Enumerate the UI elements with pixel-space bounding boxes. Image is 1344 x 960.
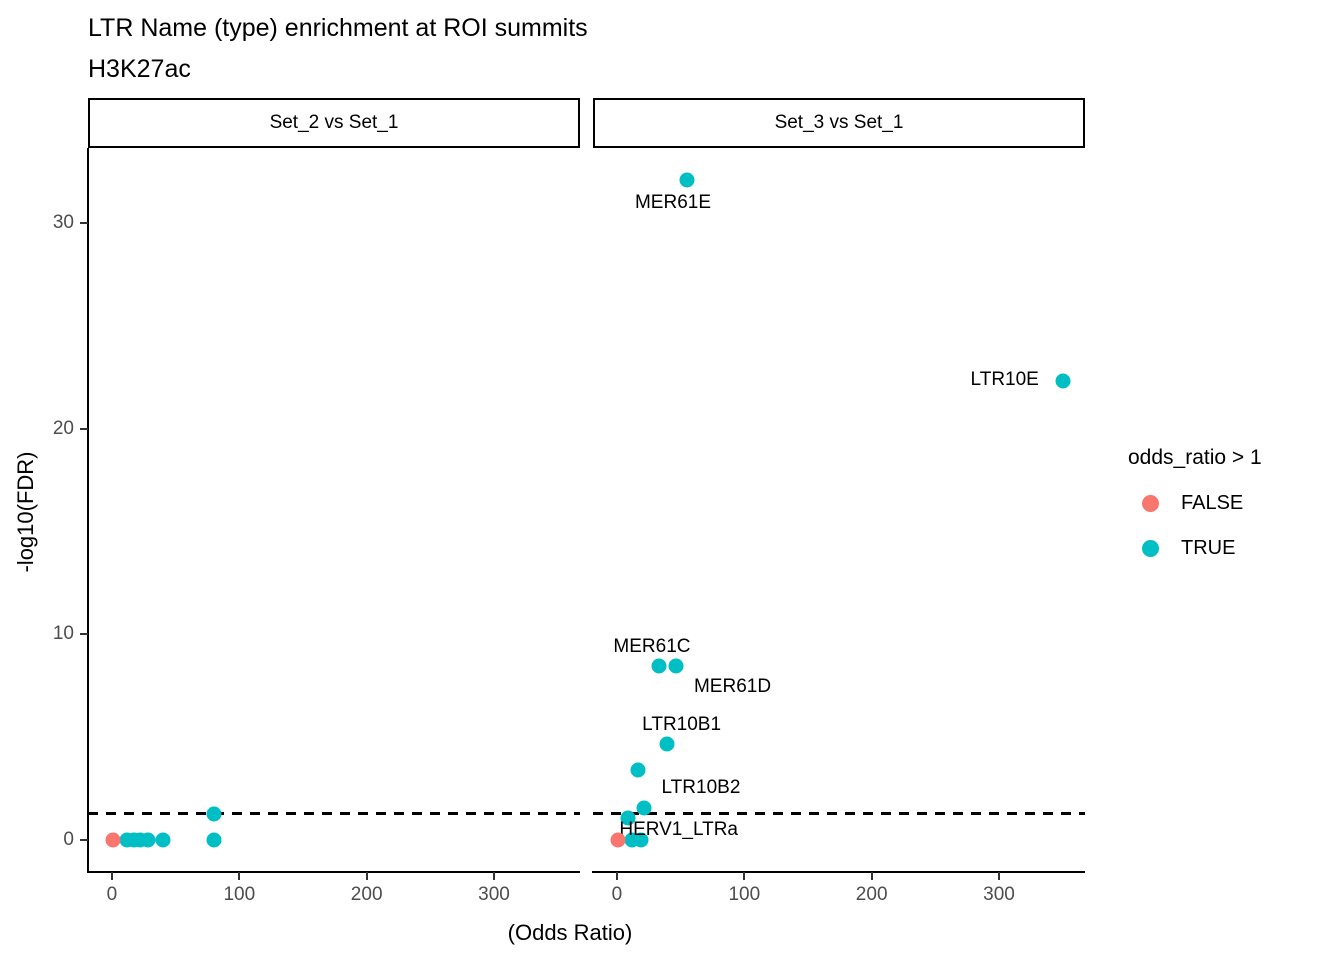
data-point — [679, 172, 695, 188]
x-tick — [998, 872, 1001, 880]
y-tick-label: 30 — [52, 212, 74, 234]
data-point — [633, 832, 649, 848]
data-point — [140, 832, 156, 848]
x-tick-label: 100 — [223, 884, 256, 905]
x-tick-label: 0 — [611, 884, 623, 905]
point-label: MER61D — [693, 675, 772, 697]
plot-subtitle: H3K27ac — [88, 55, 191, 83]
data-point — [620, 810, 636, 826]
point-label: LTR10B1 — [642, 713, 722, 735]
x-tick-label: 300 — [983, 884, 1015, 905]
point-label: LTR10B2 — [661, 777, 741, 798]
y-tick — [80, 838, 88, 841]
y-tick — [80, 427, 88, 430]
legend-items: FALSE TRUE — [1128, 488, 1262, 563]
y-tick-label: 0 — [63, 828, 74, 850]
y-tick-label: 20 — [52, 417, 74, 439]
legend-item-label: FALSE — [1181, 491, 1244, 514]
x-tick — [870, 872, 873, 880]
x-axis-line — [592, 871, 1085, 873]
data-point — [155, 832, 171, 848]
y-tick — [80, 222, 88, 225]
x-tick-label: 200 — [350, 884, 383, 905]
y-axis-title: -log10(FDR) — [13, 451, 38, 573]
data-point — [636, 800, 652, 816]
y-tick — [80, 633, 88, 636]
facet-strip-label: Set_3 vs Set_1 — [774, 112, 904, 133]
x-tick — [238, 872, 241, 880]
x-tick-label: 300 — [478, 884, 510, 905]
data-point — [105, 832, 121, 848]
facet-strip-label: Set_2 vs Set_1 — [269, 112, 399, 133]
y-axis-line — [87, 148, 89, 872]
x-tick — [615, 872, 618, 880]
legend-item: TRUE — [1128, 533, 1262, 563]
threshold-dashed-line — [88, 812, 580, 815]
plot-title: LTR Name (type) enrichment at ROI summit… — [88, 14, 588, 42]
data-point — [206, 806, 222, 822]
x-tick-label: 0 — [106, 884, 118, 905]
data-point — [668, 658, 684, 674]
point-label: HERV1_LTRa — [619, 818, 739, 840]
x-axis-title: (Odds Ratio) — [507, 920, 633, 945]
x-axis-line — [87, 871, 580, 873]
point-label: MER61C — [613, 635, 691, 657]
facet-strip: Set_2 vs Set_1 — [88, 98, 580, 148]
threshold-dashed-line — [593, 812, 1085, 815]
data-point — [1055, 373, 1071, 389]
data-point — [610, 832, 626, 848]
data-point — [630, 762, 646, 778]
x-tick-label: 200 — [855, 884, 888, 905]
data-point — [651, 658, 667, 674]
legend-key-dot — [1142, 539, 1159, 557]
legend-item: FALSE — [1128, 488, 1262, 518]
data-point — [659, 736, 675, 752]
facet-strip: Set_3 vs Set_1 — [593, 98, 1085, 148]
x-tick — [365, 872, 368, 880]
x-tick-label: 100 — [728, 884, 761, 905]
x-tick — [493, 872, 496, 880]
point-label: LTR10E — [970, 369, 1039, 391]
y-tick-label: 10 — [52, 623, 74, 645]
point-label: MER61E — [634, 191, 711, 213]
legend-item-label: TRUE — [1181, 536, 1236, 559]
x-tick — [743, 872, 746, 880]
data-point — [206, 832, 222, 848]
legend: odds_ratio > 1 FALSE TRUE — [1128, 446, 1262, 578]
legend-key-dot — [1142, 494, 1159, 512]
x-tick — [110, 872, 113, 880]
legend-title: odds_ratio > 1 — [1128, 446, 1262, 469]
